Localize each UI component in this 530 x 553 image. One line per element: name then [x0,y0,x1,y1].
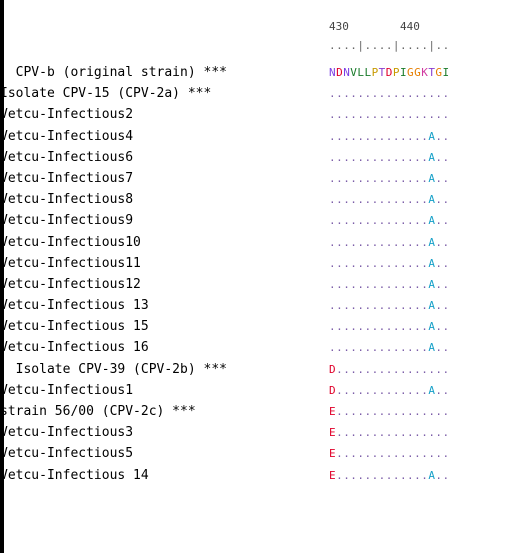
sequence-residues: E................ [329,405,450,418]
sequence-name[interactable]: Vetcu-Infectious 13 [0,298,149,314]
sequence-residues: ..............A.. [329,171,450,185]
sequence-name[interactable]: Vetcu-Infectious2 [0,107,134,123]
sequence-residues: ..............A.. [329,256,450,270]
alignment-row[interactable]: Vetcu-Infectious3 E................ [0,422,530,443]
sequence-name[interactable]: Vetcu-Infectious3 [0,425,134,441]
window-left-border [0,0,4,553]
sequence-residues: ..............A.. [329,150,450,164]
sequence-residues: D.............A.. [329,383,450,397]
sequence-residues: ..............A.. [329,277,450,291]
sequence-residues: E................ [329,447,450,461]
sequence-residues: ..............A.. [329,235,450,249]
alignment-row[interactable]: Vetcu-Infectious9 ..............A.. [0,210,530,231]
sequence-residues: ..............A.. [329,320,450,334]
sequence-name[interactable]: Vetcu-Infectious 15 [0,319,149,335]
sequence-name[interactable]: Vetcu-Infectious5 [0,446,134,462]
alignment-row[interactable]: Vetcu-Infectious 13 ..............A.. [0,295,530,316]
alignment-row[interactable]: Vetcu-Infectious7 ..............A.. [0,168,530,189]
sequence-name[interactable]: Vetcu-Infectious12 [0,276,141,292]
sequence-residues: E................ [329,426,450,440]
sequence-name[interactable]: Vetcu-Infectious7 [0,170,134,186]
sequence-residues: ................. [329,87,450,101]
alignment-row[interactable]: Vetcu-Infectious 14 E.............A.. [0,465,530,486]
sequence-name[interactable]: Vetcu-Infectious10 [0,234,141,250]
alignment-row[interactable]: Isolate CPV-15 (CPV-2a) ***.............… [0,83,530,104]
alignment-row[interactable]: CPV-b (original strain) *** NDNVLLPTDPIGG… [0,62,530,83]
sequence-name[interactable]: Isolate CPV-15 (CPV-2a) *** [0,86,212,102]
alignment-row[interactable]: Vetcu-Infectious11 ..............A.. [0,253,530,274]
alignment-row[interactable]: Vetcu-Infectious 16 ..............A.. [0,337,530,358]
sequence-name[interactable]: Vetcu-Infectious1 [0,382,134,398]
sequence-name[interactable]: CPV-b (original strain) *** [0,65,227,80]
alignment-row[interactable]: Vetcu-Infectious12 ..............A.. [0,274,530,295]
alignment-row[interactable]: Vetcu-Infectious 15 ..............A.. [0,316,530,337]
sequence-name[interactable]: Vetcu-Infectious9 [0,213,134,229]
alignment-row[interactable]: Vetcu-Infectious4 ..............A.. [0,126,530,147]
sequence-name[interactable]: strain 56/00 (CPV-2c) *** [0,404,196,419]
alignment-row[interactable]: Vetcu-Infectious2................. [0,104,530,125]
ruler-ticks: ....|....|....|.. [329,39,450,52]
alignment-row[interactable]: Vetcu-Infectious10 ..............A.. [0,232,530,253]
sequence-name[interactable]: Vetcu-Infectious8 [0,192,134,208]
sequence-residues: ..............A.. [329,129,450,143]
sequence-residues: ..............A.. [329,193,450,207]
sequence-residues: E.............A.. [329,468,450,482]
sequence-residues: D................ [329,362,450,376]
sequence-name[interactable]: Isolate CPV-39 (CPV-2b) *** [0,361,227,377]
sequence-name[interactable]: Vetcu-Infectious6 [0,149,134,165]
sequence-residues: ..............A.. [329,214,450,228]
alignment-row[interactable]: Vetcu-Infectious1 D.............A.. [0,380,530,401]
alignment-row[interactable]: Vetcu-Infectious5 E................ [0,443,530,464]
ruler-label-440: 440 [400,20,420,33]
sequence-residues: ..............A.. [329,341,450,355]
sequence-name[interactable]: Vetcu-Infectious 14 [0,467,149,483]
sequence-name[interactable]: Vetcu-Infectious4 [0,128,134,144]
sequence-residues: ................. [329,108,450,122]
alignment-row[interactable]: Vetcu-Infectious6 ..............A.. [0,147,530,168]
ruler-label-430: 430 [329,20,349,33]
sequence-name[interactable]: Vetcu-Infectious11 [0,255,141,271]
alignment-row[interactable]: Vetcu-Infectious8 ..............A.. [0,189,530,210]
sequence-residues: NDNVLLPTDPIGGKTGI [329,66,450,79]
sequence-name[interactable]: Vetcu-Infectious 16 [0,340,149,356]
alignment-rows: CPV-b (original strain) *** NDNVLLPTDPIGG… [0,62,530,486]
alignment-row[interactable]: strain 56/00 (CPV-2c) *** E..............… [0,401,530,422]
alignment-row[interactable]: Isolate CPV-39 (CPV-2b) *** D............… [0,359,530,380]
sequence-residues: ..............A.. [329,299,450,313]
